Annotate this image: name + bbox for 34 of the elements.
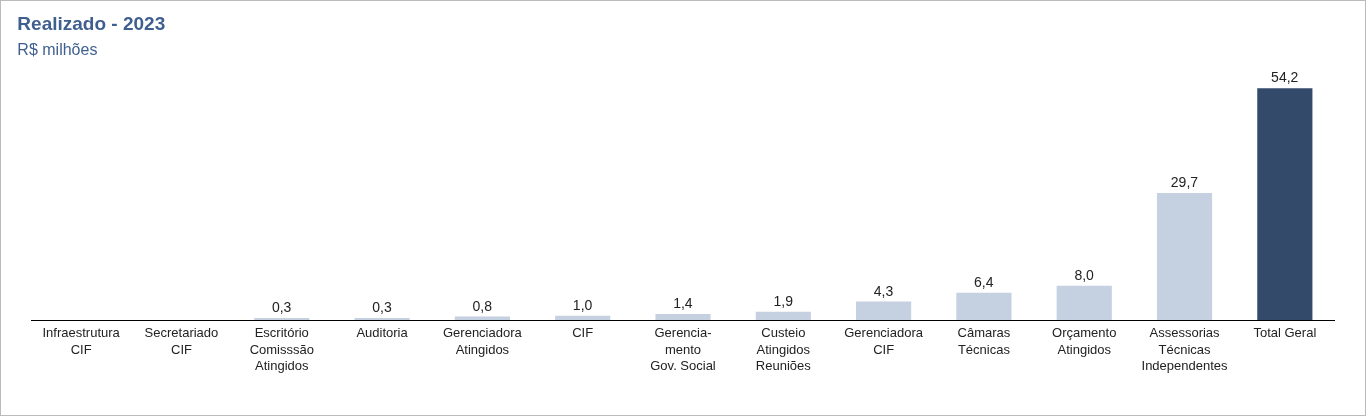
x-tick-label: CIF bbox=[572, 324, 594, 340]
chart-subtitle: R$ milhões bbox=[17, 40, 98, 58]
data-label: 8,0 bbox=[1074, 266, 1095, 283]
data-label: 1,9 bbox=[773, 292, 794, 309]
x-tick-label: Câmaras Técnicas bbox=[957, 324, 1011, 357]
x-tick-label: Gerenciadora CIF bbox=[844, 324, 924, 357]
x-tick-label: Custeio Atingidos Reuniões bbox=[755, 324, 812, 374]
data-label: 54,2 bbox=[1271, 69, 1299, 86]
x-tick-label: Gerenciadora Atingidos bbox=[442, 324, 523, 357]
bar bbox=[555, 315, 611, 320]
data-label: 1,4 bbox=[673, 295, 693, 312]
bar bbox=[1257, 88, 1313, 320]
bar bbox=[1156, 192, 1213, 320]
bar bbox=[856, 301, 912, 320]
x-tick-label: Total Geral bbox=[1253, 324, 1317, 340]
x-tick-label: Escritório Comisssão Atingidos bbox=[249, 324, 314, 374]
bar bbox=[1056, 285, 1112, 320]
chart-title: Realizado - 2023 bbox=[17, 12, 166, 34]
data-label: 0,3 bbox=[372, 299, 392, 315]
bar bbox=[755, 311, 811, 320]
data-label: 0,3 bbox=[271, 299, 292, 315]
data-label: 0,8 bbox=[472, 297, 493, 314]
x-tick-label: Infraestrutura CIF bbox=[42, 324, 121, 357]
x-tick-label: Auditoria bbox=[356, 324, 409, 340]
x-tick-label: Gerencia- mento Gov. Social bbox=[650, 324, 716, 374]
x-tick-label: Secretariado CIF bbox=[144, 324, 219, 357]
bar bbox=[956, 292, 1012, 320]
x-tick-label: Assessorias Técnicas Independentes bbox=[1141, 324, 1229, 374]
data-label: 29,7 bbox=[1170, 173, 1199, 190]
data-label: 6,4 bbox=[974, 273, 994, 290]
x-tick-label: Orçamento Atingidos bbox=[1052, 324, 1117, 357]
data-label: 4,3 bbox=[873, 282, 894, 299]
data-label: 1,0 bbox=[572, 296, 593, 313]
bar bbox=[655, 314, 711, 320]
